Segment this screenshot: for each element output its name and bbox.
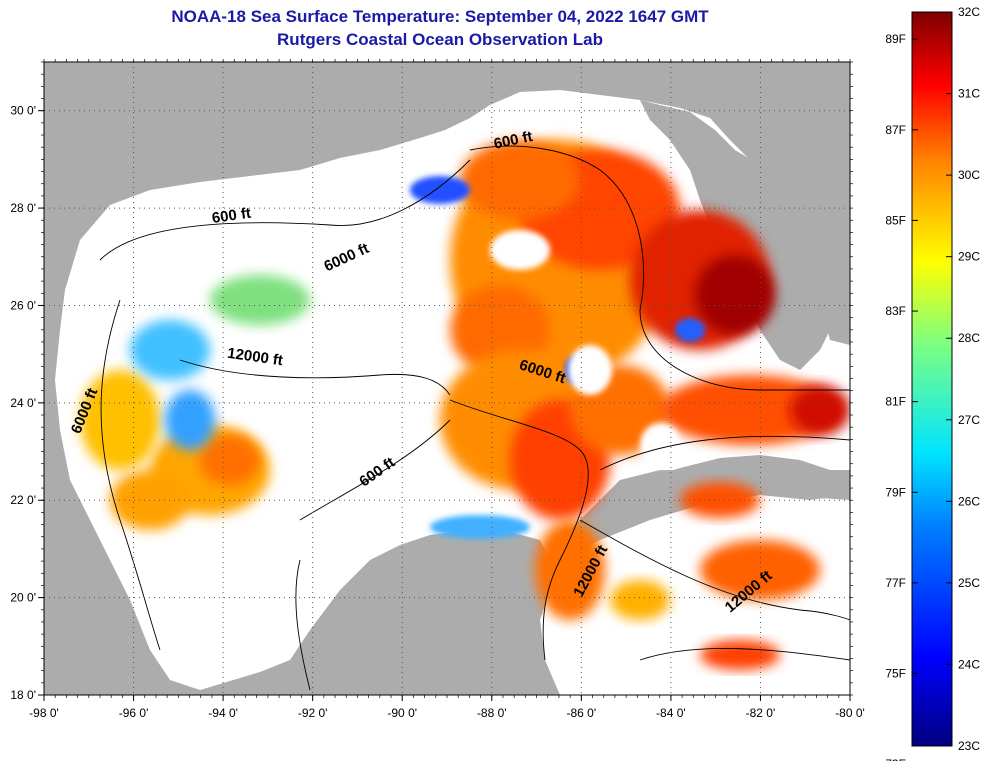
contour-label: 600 ft [211,205,252,227]
map-subtitle: Rutgers Coastal Ocean Observation Lab [277,30,603,49]
latitude-tick-label: 28 0' [10,201,36,215]
colorbar-celsius-label: 28C [958,331,980,345]
bathymetry-contours [99,145,850,691]
longitude-tick-label: -96 0' [119,706,149,720]
longitude-tick-label: -90 0' [387,706,417,720]
yucatan-land [400,530,550,630]
colorbar-celsius-labels: 32C 31C 30C 29C 28C 27C 26C 25C 24C 23C [958,5,980,753]
latitude-tick-label: 24 0' [10,396,36,410]
latitude-tick-label: 20 0' [10,591,36,605]
florida-land [640,75,840,370]
colorbar-celsius-label: 23C [958,739,980,753]
longitude-tick-label: -92 0' [298,706,328,720]
colorbar-celsius-label: 26C [958,494,980,508]
colorbar-celsius-label: 29C [958,250,980,264]
colorbar-celsius-label: 27C [958,413,980,427]
lat-lon-grid [44,62,850,695]
colorbar-fahrenheit-label: 73F [885,757,906,761]
colorbar-celsius-label: 30C [958,168,980,182]
longitude-tick-label: -82 0' [746,706,776,720]
colorbar-fahrenheit-label: 77F [885,576,906,590]
latitude-tick-label: 26 0' [10,298,36,312]
longitude-tick-label: -84 0' [656,706,686,720]
latitude-tick-label: 22 0' [10,493,36,507]
latitude-tick-label: 18 0' [10,688,36,702]
colorbar-fahrenheit-label: 83F [885,304,906,318]
longitude-tick-label: -88 0' [477,706,507,720]
colorbar-fahrenheit-label: 85F [885,213,906,227]
colorbar-fahrenheit-label: 89F [885,32,906,46]
colorbar-celsius-label: 24C [958,657,980,671]
sst-data [80,140,850,670]
colorbar-fahrenheit-label: 79F [885,485,906,499]
longitude-tick-label: -86 0' [567,706,597,720]
colorbar-fahrenheit-label: 75F [885,667,906,681]
longitude-tick-label: -98 0' [29,706,59,720]
colorbar-fahrenheit-label: 81F [885,395,906,409]
longitude-tick-label: -94 0' [208,706,238,720]
colorbar-celsius-label: 32C [958,5,980,19]
latitude-tick-label: 30 0' [10,104,36,118]
latitude-labels: 30 0' 28 0' 26 0' 24 0' 22 0' 20 0' 18 0' [10,104,36,702]
colorbar-celsius-label: 25C [958,576,980,590]
colorbar [911,11,953,747]
colorbar-fahrenheit-labels: 89F 87F 85F 83F 81F 79F 77F 75F 73F [885,32,906,761]
colorbar-fahrenheit-label: 87F [885,123,906,137]
map-title: NOAA-18 Sea Surface Temperature: Septemb… [171,7,709,26]
longitude-tick-label: -80 0' [835,706,865,720]
axis-ticks [38,59,853,701]
longitude-labels: -98 0' -96 0' -94 0' -92 0' -90 0' -88 0' -86 … [29,706,865,720]
colorbar-celsius-label: 31C [958,87,980,101]
colorbar-ticks [912,11,952,747]
